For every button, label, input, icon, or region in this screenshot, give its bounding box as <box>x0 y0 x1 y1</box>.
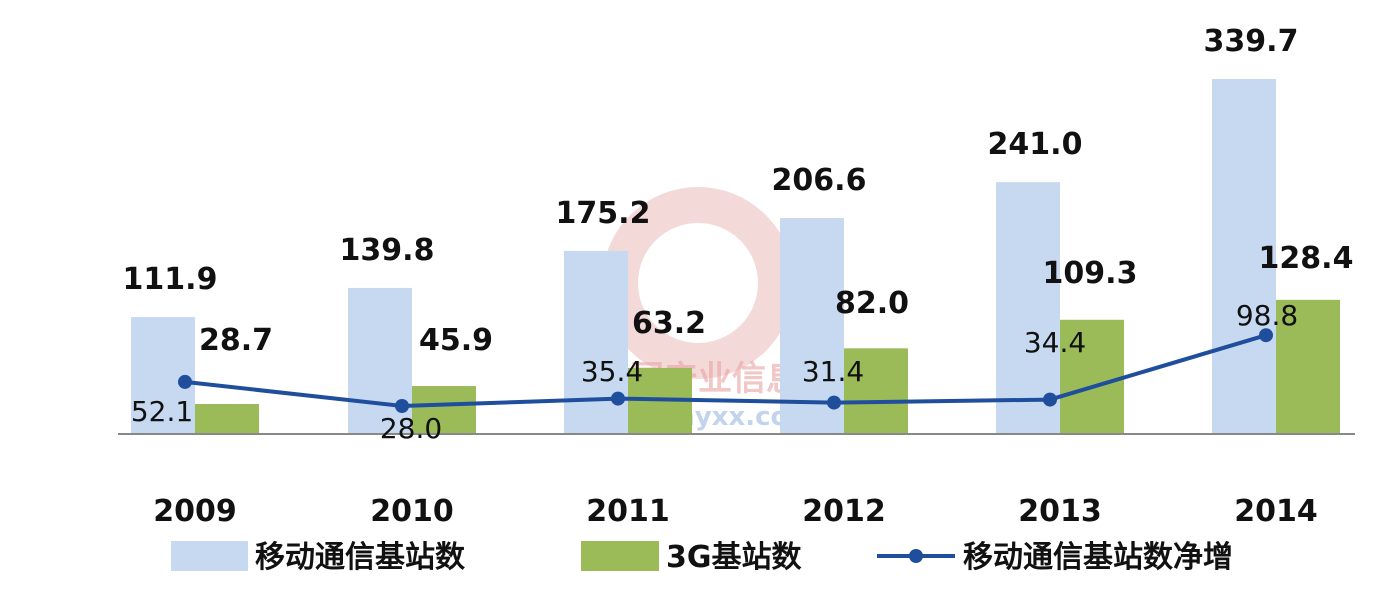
category-label-2012: 2012 <box>802 494 886 529</box>
label-3g-stations-2014: 128.4 <box>1259 241 1354 276</box>
legend: 移动通信基站数 3G基站数 移动通信基站数净增 <box>171 540 1233 575</box>
label-net-increase-2009: 52.1 <box>131 395 193 428</box>
data-labels-layer: 111.9 139.8 175.2 206.6 241.0 339.7 28.7 45.9 63… <box>123 24 1354 445</box>
label-3g-stations-2009: 28.7 <box>199 323 273 358</box>
bar-3g-stations-2014 <box>1276 299 1340 434</box>
legend-label-base-stations: 移动通信基站数 <box>255 540 466 575</box>
label-base-stations-2010: 139.8 <box>340 233 435 268</box>
label-3g-stations-2011: 63.2 <box>632 306 706 341</box>
label-base-stations-2009: 111.9 <box>123 262 218 297</box>
label-base-stations-2012: 206.6 <box>772 163 867 198</box>
bar-3g-stations-2009 <box>195 404 259 434</box>
bar-3g-stations-2013 <box>1060 319 1124 434</box>
net-increase-point-2013 <box>1043 392 1057 407</box>
category-label-2009: 2009 <box>153 494 237 529</box>
bar-base-stations-2011 <box>564 250 628 434</box>
legend-label-3g-stations: 3G基站数 <box>666 540 802 575</box>
legend-swatch-3g-stations <box>581 541 659 571</box>
label-base-stations-2011: 175.2 <box>556 196 651 231</box>
net-increase-point-2010 <box>395 399 409 413</box>
label-net-increase-2010: 28.0 <box>380 412 442 445</box>
bar-base-stations-2013 <box>996 182 1060 434</box>
label-net-increase-2013: 34.4 <box>1024 326 1086 359</box>
label-3g-stations-2013: 109.3 <box>1043 256 1138 291</box>
label-net-increase-2011: 35.4 <box>581 355 643 388</box>
bar-3g-stations-2012 <box>844 348 908 434</box>
category-label-2010: 2010 <box>370 494 454 529</box>
net-increase-point-2012 <box>827 395 841 410</box>
bar-3g-stations-2010 <box>412 386 476 434</box>
line-layer <box>178 328 1273 413</box>
net-increase-point-2009 <box>178 374 192 389</box>
legend-marker-net-increase <box>909 549 923 563</box>
net-increase-point-2011 <box>611 391 625 406</box>
category-label-2014: 2014 <box>1234 494 1318 529</box>
label-base-stations-2014: 339.7 <box>1204 24 1299 59</box>
label-3g-stations-2010: 45.9 <box>419 323 493 358</box>
category-label-2013: 2013 <box>1018 494 1102 529</box>
label-net-increase-2014: 98.8 <box>1236 299 1298 332</box>
net-increase-point-2014 <box>1259 328 1273 343</box>
legend-label-net-increase: 移动通信基站数净增 <box>963 540 1233 575</box>
net-increase-line <box>184 333 1267 409</box>
label-3g-stations-2012: 82.0 <box>835 286 909 321</box>
label-net-increase-2012: 31.4 <box>802 355 864 388</box>
category-labels-layer: 2009 2010 2011 2012 2013 2014 <box>153 494 1318 529</box>
bar-base-stations-2014 <box>1212 79 1276 434</box>
category-label-2011: 2011 <box>586 494 670 529</box>
label-base-stations-2013: 241.0 <box>988 127 1083 162</box>
legend-swatch-base-stations <box>171 541 248 571</box>
